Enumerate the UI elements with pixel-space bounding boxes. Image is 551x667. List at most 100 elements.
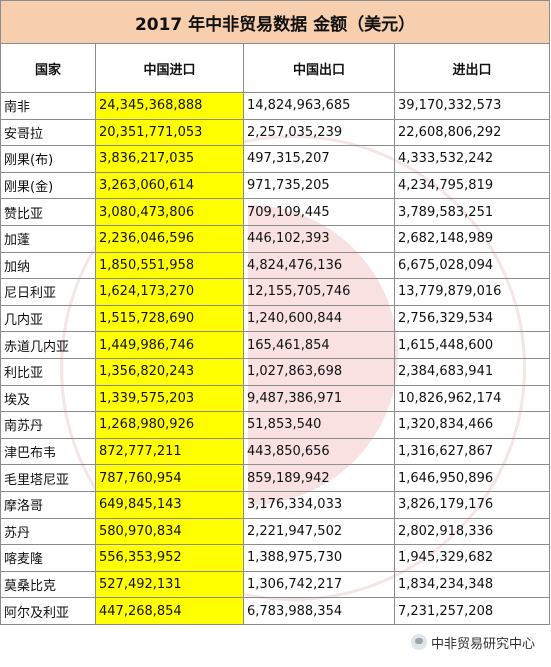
china-import-cell: 1,339,575,203 xyxy=(95,384,244,413)
china-import-cell: 20,351,771,053 xyxy=(95,118,244,147)
china-export-cell: 12,155,705,746 xyxy=(243,278,395,306)
table-row: 南苏丹 1,268,980,926 51,853,540 1,320,834,466 xyxy=(0,411,551,439)
country-cell: 埃及 xyxy=(0,384,96,413)
total-trade-cell: 6,675,028,094 xyxy=(393,251,551,280)
total-trade-cell: 13,779,879,016 xyxy=(393,278,551,306)
china-export-cell: 6,783,988,354 xyxy=(243,597,395,625)
table-row: 加蓬 2,236,046,596 446,102,393 2,682,148,989 xyxy=(0,224,551,253)
table-row: 几内亚 1,515,728,690 1,240,600,844 2,756,329,5… xyxy=(0,304,551,333)
country-cell: 赤道几内亚 xyxy=(0,331,96,359)
trade-data-table: 2017 年中非贸易数据 金额（美元） 国家 中国进口 中国出口 进出口 南非 2… xyxy=(0,0,551,625)
china-import-cell: 24,345,368,888 xyxy=(95,92,244,120)
total-trade-cell: 7,231,257,208 xyxy=(393,597,551,625)
total-trade-cell: 22,608,806,292 xyxy=(393,118,551,147)
china-import-cell: 2,236,046,596 xyxy=(95,224,244,253)
china-import-cell: 872,777,211 xyxy=(95,437,244,466)
total-trade-cell: 39,170,332,573 xyxy=(393,92,551,120)
china-export-cell: 1,027,863,698 xyxy=(243,357,395,386)
china-export-cell: 2,221,947,502 xyxy=(243,517,395,546)
total-trade-cell: 3,826,179,176 xyxy=(393,490,551,519)
table-row: 津巴布韦 872,777,211 443,850,656 1,316,627,867 xyxy=(0,437,551,466)
china-export-cell: 3,176,334,033 xyxy=(243,490,395,519)
header-total-trade: 进出口 xyxy=(393,43,551,93)
table-row: 阿尔及利亚 447,268,854 6,783,988,354 7,231,257,2… xyxy=(0,597,551,625)
china-export-cell: 443,850,656 xyxy=(243,437,395,466)
total-trade-cell: 4,333,532,242 xyxy=(393,145,551,173)
total-trade-cell: 1,320,834,466 xyxy=(393,411,551,439)
total-trade-cell: 1,316,627,867 xyxy=(393,437,551,466)
source-badge: 中非贸易研究中心 xyxy=(406,631,539,653)
country-cell: 阿尔及利亚 xyxy=(0,597,96,625)
total-trade-cell: 1,945,329,682 xyxy=(393,544,551,572)
header-china-export: 中国出口 xyxy=(243,43,395,93)
country-cell: 津巴布韦 xyxy=(0,437,96,466)
china-import-cell: 527,492,131 xyxy=(95,570,244,599)
country-cell: 喀麦隆 xyxy=(0,544,96,572)
wechat-icon xyxy=(410,634,427,650)
country-cell: 毛里塔尼亚 xyxy=(0,464,96,492)
country-cell: 刚果(布) xyxy=(0,145,96,173)
country-cell: 刚果(金) xyxy=(0,171,96,200)
table-row: 加纳 1,850,551,958 4,824,476,136 6,675,028,09… xyxy=(0,251,551,280)
table-row: 莫桑比克 527,492,131 1,306,742,217 1,834,234,34… xyxy=(0,570,551,599)
china-import-cell: 1,449,986,746 xyxy=(95,331,244,359)
china-export-cell: 9,487,386,971 xyxy=(243,384,395,413)
total-trade-cell: 10,826,962,174 xyxy=(393,384,551,413)
china-export-cell: 971,735,205 xyxy=(243,171,395,200)
china-import-cell: 1,515,728,690 xyxy=(95,304,244,333)
total-trade-cell: 2,756,329,534 xyxy=(393,304,551,333)
country-cell: 摩洛哥 xyxy=(0,490,96,519)
table-row: 赞比亚 3,080,473,806 709,109,445 3,789,583,251 xyxy=(0,198,551,226)
china-export-cell: 1,240,600,844 xyxy=(243,304,395,333)
table-row: 南非 24,345,368,888 14,824,963,685 39,170,332… xyxy=(0,92,551,120)
china-export-cell: 2,257,035,239 xyxy=(243,118,395,147)
china-export-cell: 1,306,742,217 xyxy=(243,570,395,599)
china-export-cell: 51,853,540 xyxy=(243,411,395,439)
china-import-cell: 1,850,551,958 xyxy=(95,251,244,280)
china-export-cell: 1,388,975,730 xyxy=(243,544,395,572)
total-trade-cell: 1,615,448,600 xyxy=(393,331,551,359)
china-import-cell: 447,268,854 xyxy=(95,597,244,625)
china-import-cell: 3,836,217,035 xyxy=(95,145,244,173)
china-import-cell: 649,845,143 xyxy=(95,490,244,519)
country-cell: 安哥拉 xyxy=(0,118,96,147)
country-cell: 利比亚 xyxy=(0,357,96,386)
china-export-cell: 4,824,476,136 xyxy=(243,251,395,280)
total-trade-cell: 4,234,795,819 xyxy=(393,171,551,200)
country-cell: 赞比亚 xyxy=(0,198,96,226)
table-row: 埃及 1,339,575,203 9,487,386,971 10,826,962,1… xyxy=(0,384,551,413)
total-trade-cell: 1,646,950,896 xyxy=(393,464,551,492)
table-row: 苏丹 580,970,834 2,221,947,502 2,802,918,336 xyxy=(0,517,551,546)
china-import-cell: 787,760,954 xyxy=(95,464,244,492)
china-import-cell: 3,080,473,806 xyxy=(95,198,244,226)
country-cell: 南苏丹 xyxy=(0,411,96,439)
table-row: 毛里塔尼亚 787,760,954 859,189,942 1,646,950,896 xyxy=(0,464,551,492)
table-row: 赤道几内亚 1,449,986,746 165,461,854 1,615,448,6… xyxy=(0,331,551,359)
table-row: 喀麦隆 556,353,952 1,388,975,730 1,945,329,682 xyxy=(0,544,551,572)
china-import-cell: 580,970,834 xyxy=(95,517,244,546)
table-row: 刚果(布) 3,836,217,035 497,315,207 4,333,532,2… xyxy=(0,145,551,173)
country-cell: 加蓬 xyxy=(0,224,96,253)
country-cell: 莫桑比克 xyxy=(0,570,96,599)
total-trade-cell: 2,384,683,941 xyxy=(393,357,551,386)
header-country: 国家 xyxy=(0,43,96,93)
country-cell: 尼日利亚 xyxy=(0,278,96,306)
table-row: 摩洛哥 649,845,143 3,176,334,033 3,826,179,176 xyxy=(0,490,551,519)
country-cell: 苏丹 xyxy=(0,517,96,546)
country-cell: 几内亚 xyxy=(0,304,96,333)
table-row: 利比亚 1,356,820,243 1,027,863,698 2,384,683,9… xyxy=(0,357,551,386)
china-export-cell: 709,109,445 xyxy=(243,198,395,226)
china-import-cell: 1,268,980,926 xyxy=(95,411,244,439)
table-title: 2017 年中非贸易数据 金额（美元） xyxy=(0,0,551,44)
china-import-cell: 1,624,173,270 xyxy=(95,278,244,306)
china-import-cell: 556,353,952 xyxy=(95,544,244,572)
total-trade-cell: 2,802,918,336 xyxy=(393,517,551,546)
total-trade-cell: 2,682,148,989 xyxy=(393,224,551,253)
country-cell: 南非 xyxy=(0,92,96,120)
china-export-cell: 165,461,854 xyxy=(243,331,395,359)
header-china-import: 中国进口 xyxy=(95,43,244,93)
china-export-cell: 497,315,207 xyxy=(243,145,395,173)
table-row: 刚果(金) 3,263,060,614 971,735,205 4,234,795,8… xyxy=(0,171,551,200)
country-cell: 加纳 xyxy=(0,251,96,280)
total-trade-cell: 3,789,583,251 xyxy=(393,198,551,226)
